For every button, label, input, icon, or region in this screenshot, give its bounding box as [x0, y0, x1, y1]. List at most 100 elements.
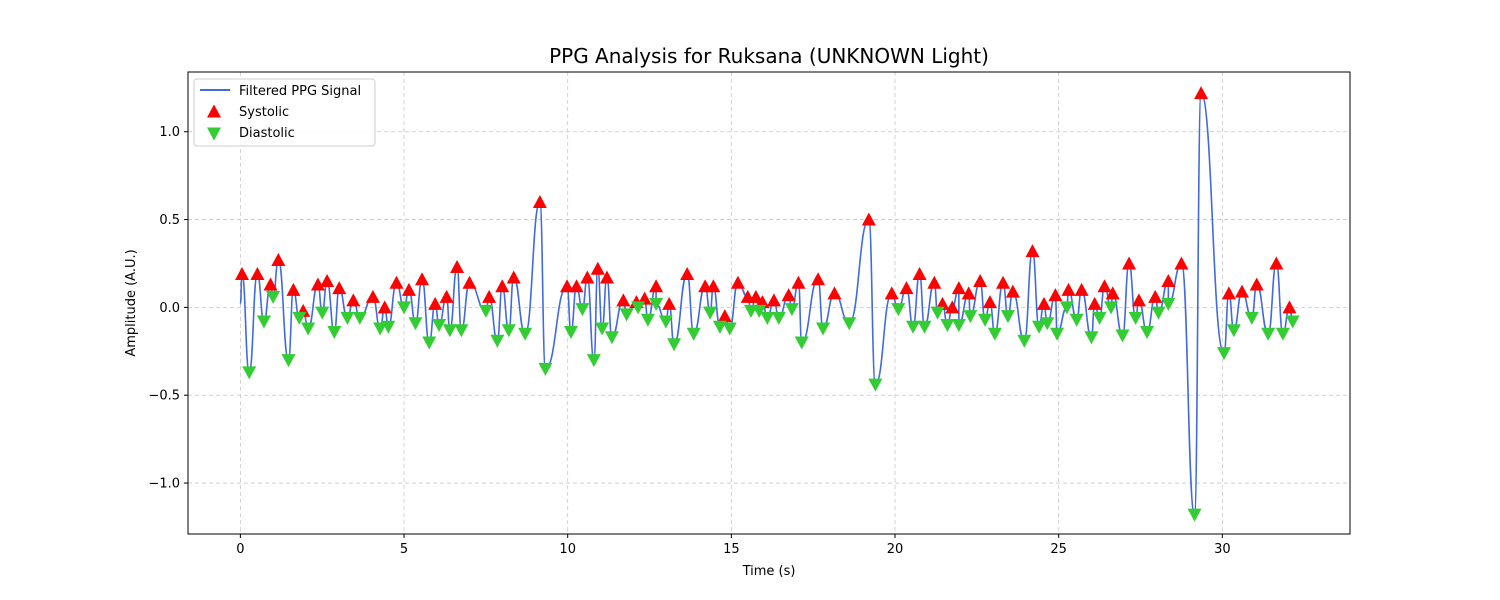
diastolic-marker: [1000, 310, 1015, 324]
diastolic-marker: [760, 311, 775, 325]
systolic-marker: [927, 275, 942, 289]
x-tick-label: 30: [1214, 542, 1231, 557]
systolic-marker: [1005, 284, 1020, 298]
x-axis-title: Time (s): [742, 564, 796, 579]
diastolic-marker: [963, 310, 978, 324]
diastolic-marker: [842, 317, 857, 331]
diastolic-marker: [340, 311, 355, 325]
systolic-marker: [495, 279, 510, 293]
diastolic-marker: [1017, 334, 1032, 348]
systolic-marker: [616, 293, 631, 307]
systolic-marker: [791, 275, 806, 289]
systolic-marker: [1061, 282, 1076, 296]
systolic-markers: [235, 86, 1297, 323]
y-axis-title: Amplitude (A.U.): [124, 249, 139, 356]
diastolic-marker: [1216, 347, 1231, 361]
diastolic-marker: [1032, 320, 1047, 334]
systolic-marker: [961, 286, 976, 300]
systolic-marker: [755, 295, 770, 309]
diastolic-marker: [619, 308, 634, 322]
x-tick-label: 15: [723, 542, 740, 557]
diastolic-marker: [454, 324, 469, 338]
diastolic-marker: [397, 301, 412, 315]
diastolic-marker: [292, 311, 307, 325]
diastolic-marker: [703, 306, 718, 320]
systolic-marker: [649, 279, 664, 293]
diastolic-marker: [722, 322, 737, 336]
systolic-marker: [1148, 289, 1163, 303]
diastolic-marker: [951, 318, 966, 332]
y-tick-label: 0.5: [159, 213, 180, 228]
systolic-marker: [332, 281, 347, 295]
diastolic-marker: [490, 334, 505, 348]
diastolic-marker: [686, 327, 701, 341]
systolic-marker: [462, 275, 477, 289]
diastolic-marker: [917, 320, 932, 334]
systolic-marker: [1269, 256, 1284, 270]
systolic-marker: [389, 275, 404, 289]
diastolic-marker: [422, 336, 437, 350]
diastolic-marker: [1140, 325, 1155, 339]
systolic-marker: [482, 289, 497, 303]
diastolic-marker: [640, 313, 655, 327]
diastolic-marker: [301, 322, 316, 336]
systolic-marker: [899, 281, 914, 295]
diastolic-marker: [1226, 324, 1241, 338]
x-tick-label: 20: [887, 542, 904, 557]
diastolic-marker: [538, 362, 553, 376]
diastolic-marker: [518, 327, 533, 341]
systolic-marker: [811, 272, 826, 286]
chart-title: PPG Analysis for Ruksana (UNKNOWN Light): [549, 44, 989, 68]
diastolic-marker: [658, 315, 673, 329]
diastolic-marker: [816, 322, 831, 336]
systolic-marker: [935, 296, 950, 310]
systolic-marker: [250, 267, 265, 281]
diastolic-marker: [930, 306, 945, 320]
systolic-marker: [320, 274, 335, 288]
systolic-marker: [235, 267, 250, 281]
legend: Filtered PPG Signal Systolic Diastolic: [193, 78, 376, 147]
diastolic-marker: [987, 327, 1002, 341]
diastolic-marker: [575, 303, 590, 317]
systolic-marker: [560, 279, 575, 293]
diastolic-marker: [1092, 311, 1107, 325]
diastolic-marker: [940, 318, 955, 332]
diastolic-marker: [327, 325, 342, 339]
diastolic-marker: [752, 304, 767, 318]
systolic-marker: [637, 291, 652, 305]
diastolic-marker: [373, 322, 388, 336]
diastolic-marker: [794, 336, 809, 350]
systolic-marker: [748, 289, 763, 303]
diastolic-marker: [1261, 327, 1276, 341]
systolic-marker: [1161, 274, 1176, 288]
diastolic-marker: [1187, 508, 1202, 522]
systolic-marker: [263, 277, 278, 291]
systolic-marker: [365, 289, 380, 303]
systolic-marker: [1194, 86, 1209, 100]
systolic-marker: [827, 286, 842, 300]
diastolic-marker: [442, 324, 457, 338]
systolic-marker: [662, 296, 677, 310]
legend-diastolic-label: Diastolic: [239, 126, 295, 141]
diastolic-marker: [649, 297, 664, 311]
systolic-marker: [506, 270, 521, 284]
legend-signal-label: Filtered PPG Signal: [239, 84, 361, 99]
systolic-marker: [973, 274, 988, 288]
systolic-marker: [945, 300, 960, 314]
diastolic-marker: [1115, 329, 1130, 343]
systolic-marker: [1234, 284, 1249, 298]
diastolic-marker: [891, 303, 906, 317]
y-tick-label: −0.5: [148, 389, 180, 404]
systolic-marker: [884, 286, 899, 300]
diastolic-marker: [352, 311, 367, 325]
legend-diastolic-swatch: [207, 127, 221, 141]
diastolic-marker: [281, 354, 296, 368]
diastolic-marker: [315, 306, 330, 320]
y-tick-label: 0.0: [159, 301, 180, 316]
y-tick-label: 1.0: [159, 125, 180, 140]
diastolic-marker: [906, 320, 921, 334]
diastolic-marker: [1084, 331, 1099, 345]
systolic-marker: [286, 282, 301, 296]
diastolic-marker: [1151, 306, 1166, 320]
